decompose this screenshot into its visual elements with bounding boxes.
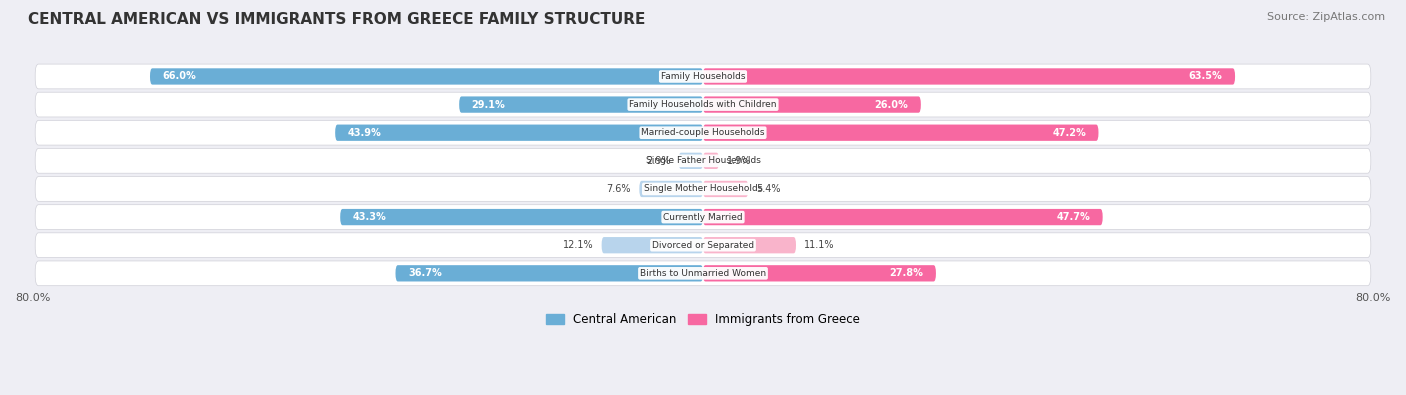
- Text: 27.8%: 27.8%: [890, 268, 924, 278]
- Text: 12.1%: 12.1%: [562, 240, 593, 250]
- FancyBboxPatch shape: [602, 237, 703, 253]
- FancyBboxPatch shape: [340, 209, 703, 225]
- Text: CENTRAL AMERICAN VS IMMIGRANTS FROM GREECE FAMILY STRUCTURE: CENTRAL AMERICAN VS IMMIGRANTS FROM GREE…: [28, 12, 645, 27]
- Text: 43.3%: 43.3%: [353, 212, 387, 222]
- FancyBboxPatch shape: [703, 265, 936, 282]
- Text: Single Father Households: Single Father Households: [645, 156, 761, 166]
- Text: Family Households with Children: Family Households with Children: [630, 100, 776, 109]
- FancyBboxPatch shape: [35, 149, 1371, 173]
- Text: Currently Married: Currently Married: [664, 213, 742, 222]
- FancyBboxPatch shape: [640, 181, 703, 197]
- FancyBboxPatch shape: [703, 124, 1098, 141]
- Text: 11.1%: 11.1%: [804, 240, 835, 250]
- Text: 2.9%: 2.9%: [645, 156, 671, 166]
- Text: 5.4%: 5.4%: [756, 184, 782, 194]
- Text: 43.9%: 43.9%: [347, 128, 381, 138]
- FancyBboxPatch shape: [35, 205, 1371, 229]
- Text: Family Households: Family Households: [661, 72, 745, 81]
- Text: Source: ZipAtlas.com: Source: ZipAtlas.com: [1267, 12, 1385, 22]
- Legend: Central American, Immigrants from Greece: Central American, Immigrants from Greece: [541, 308, 865, 331]
- Text: Divorced or Separated: Divorced or Separated: [652, 241, 754, 250]
- FancyBboxPatch shape: [703, 209, 1102, 225]
- FancyBboxPatch shape: [335, 124, 703, 141]
- FancyBboxPatch shape: [703, 237, 796, 253]
- Text: 66.0%: 66.0%: [163, 71, 197, 81]
- FancyBboxPatch shape: [35, 120, 1371, 145]
- Text: Single Mother Households: Single Mother Households: [644, 184, 762, 194]
- FancyBboxPatch shape: [395, 265, 703, 282]
- Text: 63.5%: 63.5%: [1188, 71, 1222, 81]
- FancyBboxPatch shape: [35, 92, 1371, 117]
- FancyBboxPatch shape: [35, 261, 1371, 286]
- FancyBboxPatch shape: [460, 96, 703, 113]
- FancyBboxPatch shape: [679, 153, 703, 169]
- FancyBboxPatch shape: [35, 233, 1371, 258]
- FancyBboxPatch shape: [35, 177, 1371, 201]
- FancyBboxPatch shape: [703, 153, 718, 169]
- FancyBboxPatch shape: [35, 64, 1371, 89]
- Text: 29.1%: 29.1%: [472, 100, 506, 109]
- FancyBboxPatch shape: [150, 68, 703, 85]
- FancyBboxPatch shape: [703, 68, 1234, 85]
- Text: 26.0%: 26.0%: [875, 100, 908, 109]
- FancyBboxPatch shape: [703, 181, 748, 197]
- Text: 47.7%: 47.7%: [1056, 212, 1090, 222]
- Text: 1.9%: 1.9%: [727, 156, 752, 166]
- Text: 36.7%: 36.7%: [408, 268, 441, 278]
- Text: Births to Unmarried Women: Births to Unmarried Women: [640, 269, 766, 278]
- FancyBboxPatch shape: [703, 96, 921, 113]
- Text: 7.6%: 7.6%: [606, 184, 631, 194]
- Text: 47.2%: 47.2%: [1052, 128, 1085, 138]
- Text: Married-couple Households: Married-couple Households: [641, 128, 765, 137]
